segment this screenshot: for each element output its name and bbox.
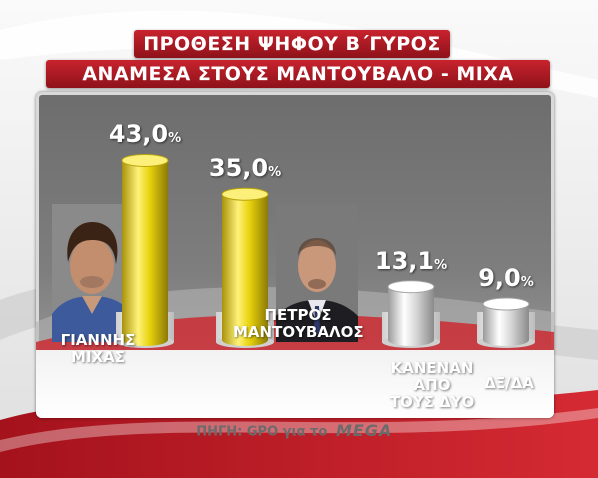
title-line-2: ΑΝΑΜΕΣΑ ΣΤΟΥΣ ΜΑΝΤΟΥΒΑΛΟ - ΜΙΧΑ <box>46 60 550 88</box>
source-text: ΠΗΓΗ: GPO για το <box>196 424 328 440</box>
mega-logo-text: MEGA <box>336 422 392 438</box>
bars-layer <box>116 153 535 348</box>
panel-floor <box>36 350 554 418</box>
bar-bottom <box>222 334 268 346</box>
value-number: 13,1 <box>374 246 435 275</box>
man-with-curly-hair-photo <box>52 204 132 342</box>
category-label-line: ΑΠΟ <box>413 376 451 394</box>
value-label-1: 43,0% <box>95 120 195 148</box>
bar-body <box>122 160 168 340</box>
value-number: 35,0 <box>208 154 269 183</box>
bald-man-in-suit-photo <box>276 204 358 342</box>
category-label-3: ΚΑΝΕΝΑΝ ΑΠΟ ΤΟΥΣ ΔΥΟ <box>367 360 497 411</box>
category-label-line: ΔΞ/ΔΑ <box>484 374 534 392</box>
category-label-line: ΜΑΝΤΟΥΒΑΛΟΣ <box>233 323 364 341</box>
value-unit: % <box>268 165 282 181</box>
category-label-line: ΤΟΥΣ ΔΥΟ <box>389 393 475 411</box>
category-label-4: ΔΞ/ΔΑ <box>444 375 574 392</box>
bar-top <box>387 280 435 294</box>
category-label-1: ΓΙΑΝΝΗΣ ΜΙΧΑΣ <box>33 332 163 366</box>
value-number: 9,0 <box>478 264 521 292</box>
bar-top <box>482 297 530 311</box>
bar-3 <box>382 280 440 348</box>
category-label-line: ΠΕΤΡΟΣ <box>264 306 332 324</box>
value-label-3: 13,1% <box>361 247 461 275</box>
bar-body <box>388 286 434 340</box>
value-unit: % <box>520 275 534 290</box>
value-unit: % <box>168 131 182 147</box>
bar-bottom <box>388 334 434 346</box>
chart-panel: 43,0% 35,0% 13,1% 9,0% <box>36 92 554 418</box>
bar-bottom <box>122 334 168 346</box>
value-unit: % <box>434 257 448 273</box>
bar-2 <box>216 187 274 348</box>
mega-logo: MEGA <box>336 421 402 442</box>
bar-1 <box>116 153 174 348</box>
bar-top <box>121 153 169 167</box>
title-line-1: ΠΡΟΘΕΣΗ ΨΗΦΟΥ Β΄ΓΥΡΟΣ <box>134 30 450 58</box>
value-label-4: 9,0% <box>456 264 554 292</box>
bar-body <box>222 194 268 340</box>
category-label-2: ΠΕΤΡΟΣ ΜΑΝΤΟΥΒΑΛΟΣ <box>233 306 364 341</box>
category-label-line: ΜΙΧΑΣ <box>71 348 125 366</box>
value-label-2: 35,0% <box>195 154 295 182</box>
bar-4 <box>477 297 535 348</box>
bar-bottom <box>483 334 529 346</box>
value-number: 43,0 <box>108 120 169 149</box>
source-line: ΠΗΓΗ: GPO για το MEGA <box>0 421 598 442</box>
bar-top <box>221 187 269 201</box>
category-label-line: ΚΑΝΕΝΑΝ <box>390 359 474 377</box>
category-label-line: ΓΙΑΝΝΗΣ <box>60 331 136 349</box>
